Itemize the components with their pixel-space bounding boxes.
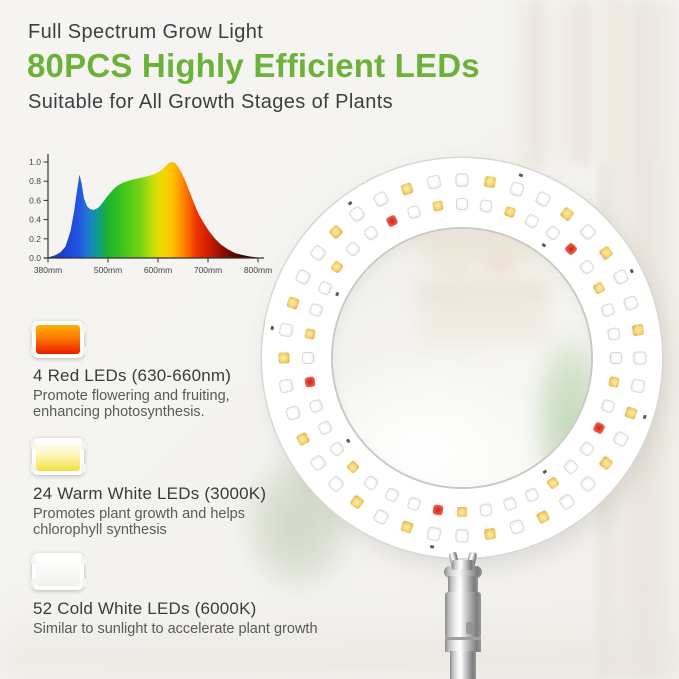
pole-notch — [466, 622, 473, 634]
background-blur — [419, 229, 549, 343]
clamp-body — [452, 560, 474, 570]
svg-text:380mm: 380mm — [34, 265, 62, 275]
pole-tube — [450, 651, 476, 679]
background-blur-floor — [0, 600, 679, 679]
led-ring — [262, 158, 662, 558]
svg-text:800mm: 800mm — [244, 265, 272, 275]
pole-neck — [448, 576, 478, 594]
cold-white-led-swatch-fill — [36, 557, 80, 586]
header-subtitle-top: Full Spectrum Grow Light — [28, 21, 264, 43]
svg-text:500mm: 500mm — [94, 265, 122, 275]
svg-text:0.0: 0.0 — [29, 253, 41, 263]
spectrum-chart: 0.0 0.2 0.4 0.6 0.8 1.0 380mm 500mm 600mm 700mm 80… — [29, 154, 272, 275]
led-type-description-cold-white: Similar to sunlight to accelerate plant … — [33, 621, 318, 637]
header-title: 80PCS Highly Efficient LEDs — [27, 47, 480, 84]
led-type-title-red: 4 Red LEDs (630-660nm) — [33, 366, 232, 385]
led-type-title-warm-white: 24 Warm White LEDs (3000K) — [33, 484, 267, 503]
svg-text:0.6: 0.6 — [29, 195, 41, 205]
led-type-description-warm-white: Promotes plant growth and helps chloroph… — [33, 506, 245, 538]
background-blur — [437, 247, 471, 281]
svg-text:0.8: 0.8 — [29, 176, 41, 186]
svg-text:0.4: 0.4 — [29, 215, 41, 225]
pole-groove — [445, 637, 481, 640]
warm-white-led-swatch-fill — [36, 442, 80, 471]
svg-text:1.0: 1.0 — [29, 157, 41, 167]
led-type-title-cold-white: 52 Cold White LEDs (6000K) — [33, 599, 257, 618]
led-type-description-red: Promote flowering and fruiting, enhancin… — [33, 388, 230, 420]
background-blur — [485, 245, 515, 275]
svg-text:600mm: 600mm — [144, 265, 172, 275]
header-subtitle-bottom: Suitable for All Growth Stages of Plants — [28, 91, 394, 113]
background-blur-shelf — [516, 0, 626, 165]
background-blur — [333, 349, 553, 487]
red-led-swatch-fill — [36, 325, 80, 354]
warm-white-led-swatch — [30, 438, 86, 475]
ring-inner-mirror — [333, 229, 591, 487]
svg-text:0.2: 0.2 — [29, 234, 41, 244]
svg-text:700mm: 700mm — [194, 265, 222, 275]
cold-white-led-swatch — [30, 553, 86, 590]
red-led-swatch — [30, 321, 86, 358]
pole-barrel — [445, 592, 481, 638]
pole-collar — [445, 640, 481, 652]
